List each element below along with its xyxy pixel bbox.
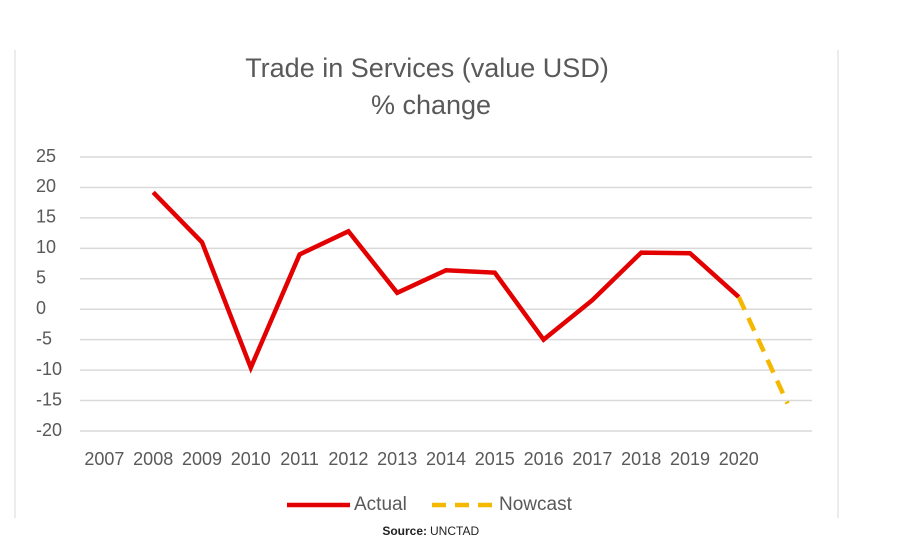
chart-title: Trade in Services (value USD) <box>245 53 609 83</box>
x-tick-label: 2017 <box>572 449 612 469</box>
x-tick-label: 2010 <box>231 449 271 469</box>
source-text: UNCTAD <box>430 524 479 538</box>
y-tick-label: 25 <box>36 146 56 166</box>
y-tick-label: 10 <box>36 237 56 257</box>
source-label: Source: <box>382 524 427 538</box>
x-tick-label: 2018 <box>621 449 661 469</box>
x-tick-label: 2012 <box>328 449 368 469</box>
legend-label: Nowcast <box>499 494 573 515</box>
y-tick-label: -15 <box>36 389 62 409</box>
x-tick-label: 2013 <box>377 449 417 469</box>
chart-subtitle: % change <box>371 90 491 120</box>
x-tick-label: 2009 <box>182 449 222 469</box>
x-tick-label: 2016 <box>524 449 564 469</box>
y-tick-label: -20 <box>36 420 62 440</box>
x-tick-label: 2019 <box>670 449 710 469</box>
series-line <box>736 296 790 405</box>
x-tick-label: 2014 <box>426 449 466 469</box>
x-tick-label: 2020 <box>719 449 759 469</box>
series-line <box>151 190 741 374</box>
x-tick-label: 2015 <box>475 449 515 469</box>
y-tick-label: -10 <box>36 359 62 379</box>
y-tick-label: 20 <box>36 176 56 196</box>
x-tick-label: 2007 <box>84 449 124 469</box>
y-tick-label: 5 <box>36 268 46 288</box>
y-tick-label: 0 <box>36 298 46 318</box>
x-tick-label: 2008 <box>133 449 173 469</box>
legend-label: Actual <box>354 494 407 515</box>
y-tick-label: -5 <box>36 328 52 348</box>
x-tick-label: 2011 <box>280 449 319 469</box>
y-tick-label: 15 <box>36 207 56 227</box>
